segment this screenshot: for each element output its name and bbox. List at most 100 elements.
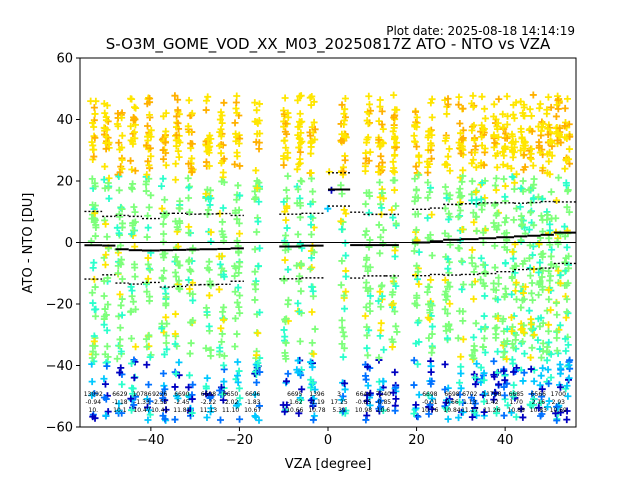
data-point	[444, 384, 452, 392]
data-point	[311, 325, 319, 333]
data-point	[307, 139, 315, 147]
data-point	[131, 243, 139, 251]
data-point	[100, 292, 108, 300]
data-point	[565, 264, 573, 272]
data-point	[102, 251, 110, 259]
data-point	[234, 181, 242, 189]
data-point	[162, 332, 170, 340]
data-point	[535, 404, 543, 412]
data-point	[503, 134, 511, 142]
data-point	[390, 124, 398, 132]
data-point	[561, 133, 569, 141]
data-point	[548, 246, 556, 254]
data-point	[428, 395, 436, 403]
data-point	[377, 142, 385, 150]
data-point	[218, 119, 226, 127]
data-point	[280, 161, 288, 169]
annotation-text: 11.26	[483, 407, 500, 414]
data-point	[375, 221, 383, 229]
data-point	[536, 149, 544, 157]
data-point	[236, 230, 244, 238]
annotation-text: 5.39	[332, 407, 346, 414]
data-point	[512, 279, 520, 287]
data-point	[552, 214, 560, 222]
data-point	[537, 314, 545, 322]
data-point	[338, 396, 346, 404]
data-point	[428, 131, 436, 139]
data-point	[508, 327, 516, 335]
data-point	[91, 215, 99, 223]
data-point	[101, 109, 109, 117]
data-point	[131, 208, 139, 216]
data-point	[415, 171, 423, 179]
data-point	[185, 258, 193, 266]
data-point	[414, 360, 422, 368]
data-point	[219, 390, 227, 398]
data-point	[90, 153, 98, 161]
annotation-text: 11.10	[222, 407, 239, 414]
data-point	[160, 350, 168, 358]
data-point	[427, 184, 435, 192]
data-point	[127, 283, 135, 291]
data-point	[131, 273, 139, 281]
data-point	[376, 390, 384, 398]
data-point	[185, 194, 193, 202]
data-point	[527, 320, 535, 328]
data-point	[175, 358, 183, 366]
data-point	[219, 308, 227, 316]
data-point	[379, 377, 387, 385]
data-point	[468, 196, 476, 204]
data-point	[553, 196, 561, 204]
data-point	[236, 291, 244, 299]
data-point	[509, 248, 517, 256]
data-point	[364, 120, 372, 128]
data-point	[388, 335, 396, 343]
data-point	[563, 243, 571, 251]
data-point	[414, 413, 422, 421]
data-point	[553, 136, 561, 144]
data-point	[365, 92, 373, 100]
data-point	[294, 230, 302, 238]
data-point	[280, 198, 288, 206]
data-point	[414, 268, 422, 276]
scatter-column	[423, 95, 436, 418]
data-point	[295, 308, 303, 316]
data-point	[477, 276, 485, 284]
data-point	[146, 266, 154, 274]
data-point	[281, 333, 289, 341]
scatter-column	[279, 94, 293, 416]
data-point	[544, 366, 552, 374]
scatter-column	[184, 96, 197, 420]
data-point	[188, 395, 196, 403]
data-point	[554, 96, 562, 104]
data-point	[104, 301, 112, 309]
data-point	[530, 181, 538, 189]
data-point	[479, 279, 487, 287]
data-point	[297, 287, 305, 295]
data-point	[116, 169, 124, 177]
data-point	[491, 264, 499, 272]
data-point	[132, 104, 140, 112]
data-point	[495, 95, 503, 103]
data-point	[454, 213, 462, 221]
data-point	[535, 291, 543, 299]
data-point	[282, 186, 290, 194]
data-point	[231, 288, 239, 296]
data-point	[501, 391, 509, 399]
data-point	[173, 223, 181, 231]
data-point	[545, 295, 553, 303]
data-point	[521, 283, 529, 291]
data-point	[427, 99, 435, 107]
annotation-text: 3	[337, 391, 341, 398]
data-point	[413, 143, 421, 151]
data-point	[491, 242, 499, 250]
data-point	[546, 226, 554, 234]
data-point	[147, 126, 155, 134]
data-point	[503, 121, 511, 129]
data-point	[338, 324, 346, 332]
annotation-text: 2.93	[552, 399, 566, 406]
data-point	[220, 303, 228, 311]
data-point	[538, 283, 546, 291]
data-point	[459, 134, 467, 142]
